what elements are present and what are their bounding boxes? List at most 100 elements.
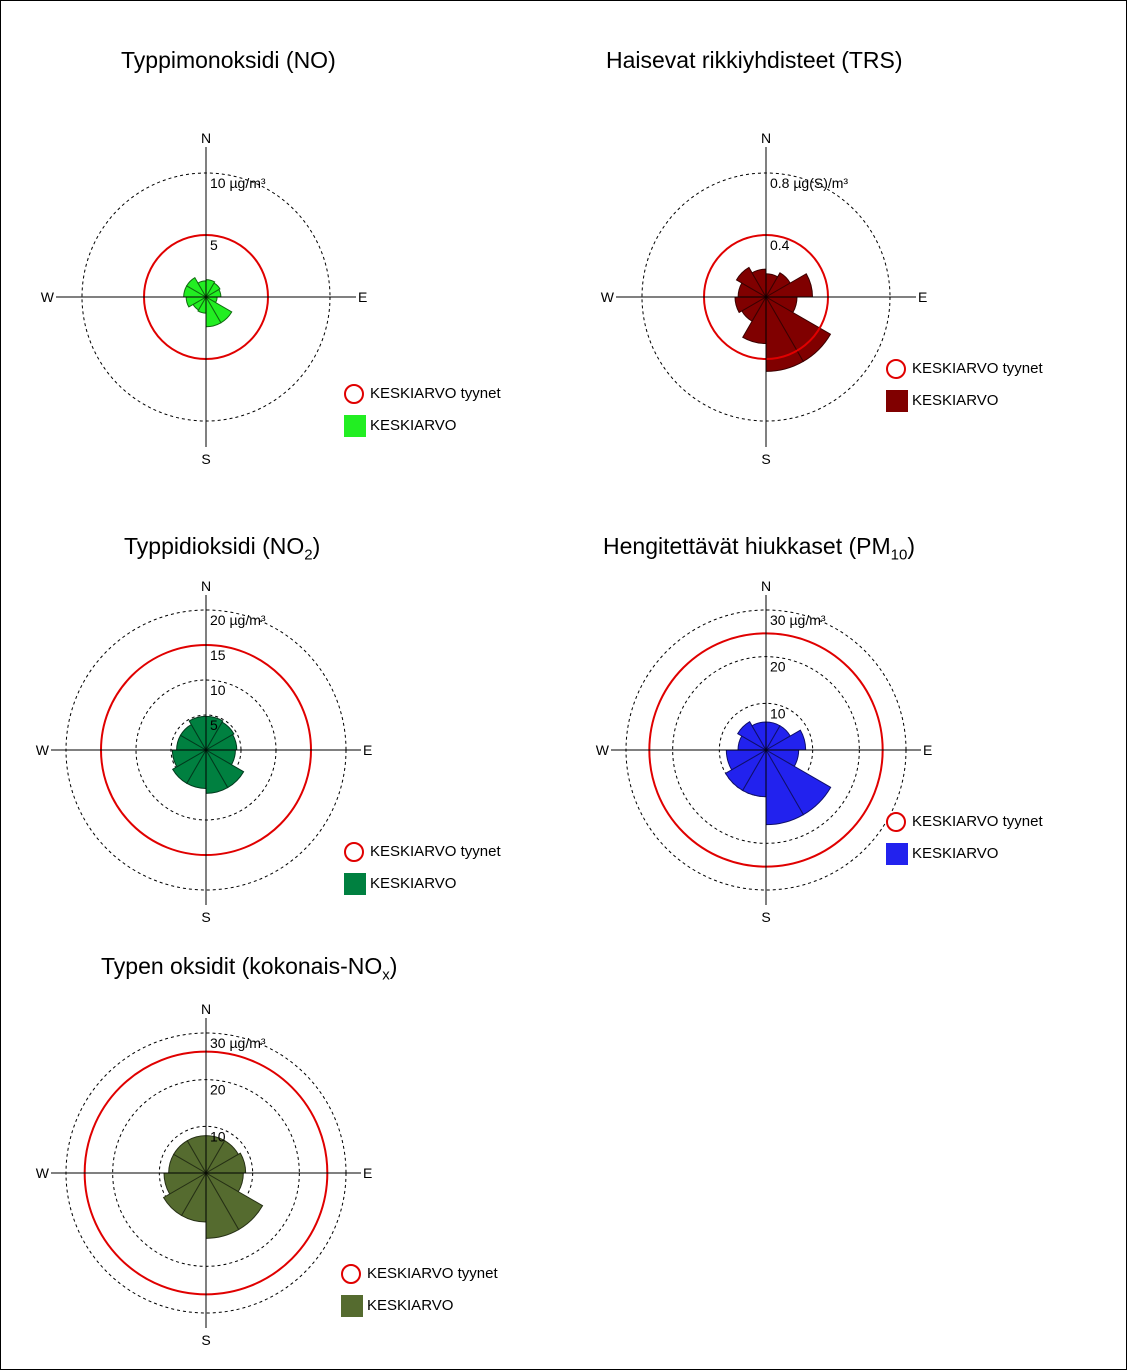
wedge-wsw bbox=[171, 749, 208, 768]
wedge-nnw bbox=[186, 1135, 207, 1175]
wedge-wnw bbox=[737, 721, 768, 752]
chart-title-main: Typpidioksidi (NO bbox=[124, 533, 305, 559]
wedge-ssw bbox=[724, 748, 768, 792]
wedge-n bbox=[205, 279, 216, 299]
wedge-ene bbox=[204, 733, 238, 751]
wedge-wnw bbox=[172, 1139, 208, 1175]
wedge-wnw bbox=[185, 276, 208, 299]
wedge-nne bbox=[764, 272, 791, 299]
wedge-w bbox=[176, 734, 208, 751]
wedge-nnw bbox=[751, 268, 767, 299]
legend-mean-swatch bbox=[344, 415, 366, 437]
wedge-w bbox=[737, 282, 768, 298]
ring-label: 20 µg/m³ bbox=[210, 612, 266, 628]
calm-mean-circle bbox=[100, 644, 312, 856]
wedge-ssw bbox=[741, 295, 768, 322]
wedge-n bbox=[765, 721, 781, 752]
wedge-nnw bbox=[197, 280, 207, 299]
wedge-ene bbox=[764, 273, 814, 298]
wedge-ssw bbox=[192, 295, 208, 311]
ring-label: 0.4 bbox=[770, 237, 790, 253]
wedge-w bbox=[168, 1153, 208, 1174]
compass-w: W bbox=[41, 289, 55, 305]
wedge-n bbox=[765, 273, 779, 299]
compass-n: N bbox=[761, 578, 771, 594]
calm-mean-circle bbox=[143, 234, 269, 360]
wedge-e bbox=[204, 749, 236, 766]
grid-ring bbox=[703, 234, 829, 360]
chart-title: Typpidioksidi (NO2) bbox=[124, 533, 320, 564]
grid-ring bbox=[65, 1032, 347, 1314]
grid-ring bbox=[100, 644, 312, 856]
chart-title-main: Haisevat rikkiyhdisteet (TRS) bbox=[606, 47, 903, 73]
compass-n: N bbox=[761, 130, 771, 146]
compass-n: N bbox=[201, 1001, 211, 1017]
wedge-e bbox=[204, 1172, 244, 1193]
wedge-sse bbox=[205, 295, 222, 328]
compass-e: E bbox=[358, 289, 367, 305]
wedge-s bbox=[197, 295, 207, 314]
wedge-nnw bbox=[188, 715, 207, 752]
compass-s: S bbox=[201, 451, 210, 467]
compass-w: W bbox=[36, 1165, 50, 1181]
wedge-ese bbox=[204, 1171, 264, 1231]
legend-calm-marker bbox=[344, 842, 364, 862]
legend-mean-swatch bbox=[341, 1295, 363, 1317]
wedge-nne bbox=[204, 1139, 240, 1175]
ring-label: 20 bbox=[770, 659, 786, 675]
compass-e: E bbox=[363, 1165, 372, 1181]
wedge-ese bbox=[764, 748, 832, 816]
wedge-e bbox=[764, 296, 798, 314]
wedge-n bbox=[205, 715, 224, 752]
ring-label: 10 bbox=[210, 682, 226, 698]
compass-s: S bbox=[761, 451, 770, 467]
ring-label: 5 bbox=[210, 717, 218, 733]
legend-mean-label: KESKIARVO bbox=[912, 392, 999, 409]
compass-s: S bbox=[201, 1332, 210, 1348]
chart-title-subscript: 2 bbox=[304, 546, 313, 564]
wedge-ene bbox=[764, 729, 807, 751]
wedge-s bbox=[741, 748, 767, 798]
chart-title-main: Typpimonoksidi (NO) bbox=[121, 47, 336, 73]
wedge-nne bbox=[204, 282, 221, 299]
compass-e: E bbox=[923, 742, 932, 758]
ring-label: 30 µg/m³ bbox=[210, 1035, 266, 1051]
chart-title: Typen oksidit (kokonais-NOx) bbox=[101, 953, 397, 984]
wedge-nnw bbox=[751, 721, 767, 752]
compass-s: S bbox=[761, 909, 770, 925]
compass-n: N bbox=[201, 578, 211, 594]
chart-title-main: Typen oksidit (kokonais-NO bbox=[101, 953, 383, 979]
chart-title-subscript: 10 bbox=[890, 546, 908, 564]
wedge-ese bbox=[204, 748, 245, 789]
compass-e: E bbox=[363, 742, 372, 758]
wedge-wsw bbox=[734, 296, 768, 314]
grid-ring bbox=[81, 172, 331, 422]
wedge-s bbox=[180, 1171, 207, 1223]
chart-title: Typpimonoksidi (NO) bbox=[121, 47, 336, 74]
wedge-ene bbox=[204, 1152, 247, 1174]
chart-title: Haisevat rikkiyhdisteet (TRS) bbox=[606, 47, 903, 74]
wedge-ssw bbox=[162, 1171, 208, 1217]
ring-label: 0.8 µg(S)/m³ bbox=[770, 175, 848, 191]
wedge-sse bbox=[205, 1171, 240, 1239]
calm-mean-circle bbox=[648, 632, 884, 868]
calm-mean-circle bbox=[83, 1050, 329, 1296]
legend-mean-label: KESKIARVO bbox=[370, 875, 457, 892]
wedge-w bbox=[183, 285, 208, 298]
chart-title-tail: ) bbox=[312, 533, 321, 559]
grid-ring bbox=[135, 679, 277, 821]
wedge-wnw bbox=[735, 266, 768, 299]
wedge-wsw bbox=[725, 749, 768, 771]
chart-title-subscript: x bbox=[382, 966, 390, 984]
wedge-n bbox=[205, 1135, 226, 1175]
wedge-sse bbox=[205, 748, 229, 794]
grid-ring bbox=[158, 1125, 254, 1221]
wedge-e bbox=[764, 749, 800, 768]
compass-e: E bbox=[918, 289, 927, 305]
wedge-ene bbox=[204, 288, 222, 298]
grid-ring bbox=[625, 609, 907, 891]
calm-mean-circle bbox=[703, 234, 829, 360]
